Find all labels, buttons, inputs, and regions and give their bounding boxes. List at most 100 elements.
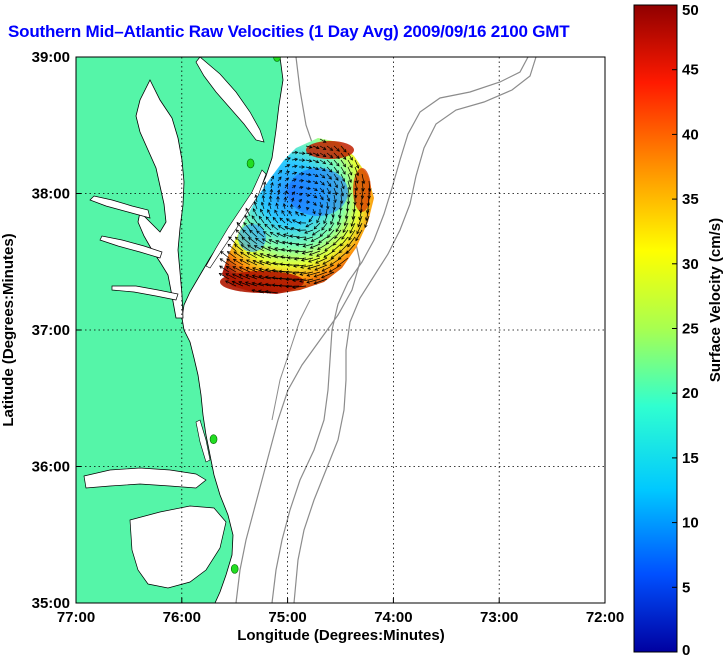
- velocity-vector: [251, 289, 265, 294]
- velocity-vector: [326, 187, 331, 194]
- velocity-vector: [333, 194, 336, 203]
- velocity-vector: [333, 145, 340, 152]
- velocity-vector-head: [314, 267, 319, 271]
- velocity-vector: [338, 250, 349, 260]
- velocity-vector: [238, 281, 251, 287]
- velocity-vector-head: [326, 198, 331, 202]
- velocity-vector: [233, 251, 244, 259]
- velocity-vector: [323, 250, 335, 258]
- station-marker: [230, 564, 239, 574]
- velocity-vector: [257, 223, 265, 231]
- velocity-vector: [365, 208, 370, 221]
- map-title: Southern Mid–Atlantic Raw Velocities (1 …: [8, 22, 570, 41]
- velocity-vector: [277, 176, 282, 182]
- velocity-vector-head: [272, 216, 277, 221]
- velocity-vector-head: [243, 221, 247, 226]
- velocity-vector: [307, 264, 321, 270]
- velocity-vector-head: [322, 146, 327, 150]
- velocity-vector-head: [278, 169, 283, 174]
- velocity-vector: [333, 173, 339, 181]
- velocity-vector-head: [246, 252, 251, 256]
- velocity-vector: [321, 264, 335, 272]
- velocity-vector-head: [351, 216, 355, 220]
- velocity-vector-head: [253, 201, 257, 205]
- velocity-vector: [335, 222, 342, 232]
- velocity-vector: [240, 251, 251, 259]
- velocity-vector-head: [322, 261, 327, 265]
- velocity-vector-head: [348, 236, 352, 241]
- chesapeake-bay: [135, 79, 185, 319]
- velocity-vector: [340, 194, 343, 204]
- velocity-vector: [296, 243, 307, 246]
- velocity-vector-head: [309, 145, 313, 149]
- x-tick-label: 72:00: [586, 609, 624, 626]
- velocity-vector: [291, 165, 298, 168]
- velocity-vector-head: [281, 240, 286, 245]
- velocity-vector: [305, 166, 312, 169]
- velocity-vector-head: [264, 275, 269, 279]
- velocity-vector-head: [342, 163, 346, 168]
- velocity-vector: [347, 173, 352, 183]
- velocity-vector: [276, 232, 286, 238]
- x-tick-label: 77:00: [57, 609, 95, 626]
- velocity-vector: [312, 229, 321, 236]
- velocity-vector: [319, 138, 327, 143]
- velocity-vector: [278, 225, 286, 231]
- velocity-vector: [305, 173, 312, 176]
- velocity-vector-head: [247, 244, 251, 248]
- velocity-vector-head: [319, 233, 324, 237]
- velocity-vector-head: [258, 274, 263, 279]
- velocity-vector-head: [252, 259, 257, 264]
- colorbar-tick-label: 5: [682, 579, 690, 596]
- velocity-vector-head: [302, 151, 306, 155]
- velocity-vector-head: [261, 194, 266, 199]
- velocity-vector: [299, 278, 314, 282]
- velocity-vector-head: [308, 159, 313, 163]
- velocity-vector: [291, 178, 297, 182]
- y-tick-label: 37:00: [32, 322, 70, 339]
- velocity-vector-head: [313, 194, 318, 199]
- velocity-vector: [347, 236, 356, 247]
- velocity-vector-head: [306, 273, 311, 277]
- velocity-vector: [277, 183, 281, 189]
- velocity-vector: [319, 194, 324, 200]
- velocity-vector: [325, 208, 328, 217]
- velocity-vector-head: [271, 283, 276, 287]
- velocity-vector-head: [323, 220, 327, 225]
- velocity-vector-head: [252, 208, 256, 212]
- velocity-vector: [333, 159, 340, 167]
- velocity-vector-head: [264, 223, 268, 228]
- velocity-vector-head: [269, 188, 274, 193]
- velocity-vector: [333, 180, 338, 188]
- velocity-vector-head: [329, 147, 334, 151]
- velocity-vector-head: [305, 207, 310, 211]
- velocity-vector-head: [349, 164, 353, 169]
- velocity-vector: [296, 236, 307, 239]
- velocity-vector: [319, 201, 323, 208]
- velocity-vector: [284, 226, 293, 231]
- velocity-vector-head: [349, 157, 353, 161]
- velocity-vector: [312, 173, 319, 177]
- velocity-vector: [273, 255, 286, 259]
- velocity-vector: [228, 236, 237, 245]
- velocity-vector-head: [313, 225, 318, 230]
- velocity-vector: [239, 259, 251, 266]
- velocity-vector: [305, 180, 311, 183]
- velocity-vector-head: [302, 244, 307, 248]
- velocity-vector: [327, 229, 335, 238]
- velocity-vector: [232, 273, 244, 280]
- velocity-vector-head: [315, 153, 320, 157]
- velocity-vector: [304, 229, 314, 234]
- velocity-vector: [258, 275, 272, 280]
- velocity-vector-head: [334, 184, 338, 189]
- velocity-vector-head: [287, 248, 292, 253]
- velocity-vector-head: [280, 247, 285, 252]
- velocity-vector: [319, 173, 325, 179]
- velocity-vector: [312, 194, 317, 199]
- velocity-vector: [268, 239, 279, 245]
- velocity-vector-head: [318, 240, 322, 244]
- velocity-vector: [270, 231, 279, 238]
- velocity-vector: [241, 237, 251, 245]
- velocity-vector: [263, 181, 266, 189]
- velocity-vector-head: [365, 217, 369, 222]
